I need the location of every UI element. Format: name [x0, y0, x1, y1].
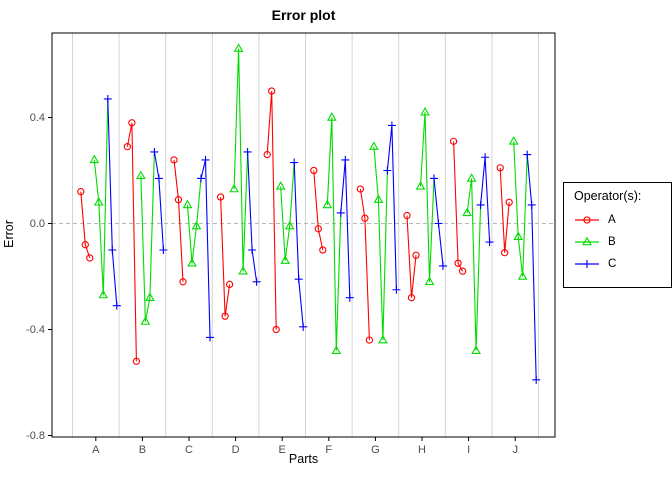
series-C-part-F-line: [340, 159, 351, 298]
y-tick-label: -0.8: [26, 430, 45, 442]
series-C-part-B-markers: [150, 147, 168, 254]
y-axis-title: Error: [2, 220, 16, 248]
x-tick-label: J: [512, 444, 518, 456]
series-C-part-A-markers: [103, 94, 121, 310]
series-B-part-F-markers: [322, 112, 342, 354]
series-C-part-J-line: [526, 154, 537, 380]
series-B-part-B-markers: [136, 170, 155, 325]
series-C-part-A-line: [107, 98, 118, 306]
series-B-part-H-markers: [415, 106, 435, 286]
series-A-part-I-line: [453, 141, 464, 272]
legend-item-operator-a: A: [574, 209, 671, 231]
legend-item-operator-c: C: [574, 253, 671, 275]
operator-a-key-icon: [575, 216, 599, 224]
series-B-part-E-line: [280, 162, 295, 261]
series-A-part-G-line: [359, 188, 370, 341]
series-B-part-A-line: [93, 98, 109, 296]
series-C-part-I-markers: [476, 153, 494, 247]
legend-item-label: A: [608, 214, 616, 226]
series-B-part-I-markers: [462, 173, 481, 354]
series-A-part-D-markers: [216, 193, 234, 320]
series-C-part-E-line: [293, 162, 304, 327]
series-A-part-E-markers: [263, 87, 280, 334]
series-B-part-G-line: [373, 146, 388, 341]
legend-item-operator-b: B: [574, 231, 671, 253]
series-C-part-D-markers: [243, 147, 261, 286]
y-tick-label: 0.0: [30, 218, 45, 230]
series-B-part-B-line: [140, 151, 155, 322]
series-C-part-C-markers: [197, 155, 214, 342]
series-A-part-H-line: [406, 215, 417, 298]
series-A-part-I-markers: [449, 137, 467, 275]
series-C-part-C-line: [200, 159, 211, 338]
y-tick-label: -0.4: [26, 324, 45, 336]
x-tick-label: D: [232, 444, 240, 456]
operator-b-key-icon: [575, 236, 599, 246]
legend-title: Operator(s):: [574, 189, 642, 203]
x-tick-label: G: [371, 444, 380, 456]
series-B-part-C-line: [186, 178, 202, 264]
legend-item-label: B: [608, 236, 616, 248]
series-B-part-F-line: [326, 117, 342, 351]
x-tick-label: H: [418, 444, 426, 456]
series-C-part-D-line: [247, 151, 258, 282]
series-A-part-B-markers: [123, 119, 141, 365]
series-A-part-F-markers: [310, 166, 327, 254]
series-A-part-H-markers: [403, 211, 420, 302]
series-A-part-A-line: [80, 191, 91, 259]
legend: Operator(s): A B C: [563, 182, 672, 288]
series-C-part-J-markers: [523, 150, 541, 384]
series-C-part-F-markers: [336, 155, 354, 302]
series-A-part-E-line: [266, 90, 277, 330]
series-B-part-E-markers: [275, 181, 295, 264]
operator-c-key-icon: [575, 260, 599, 268]
series-C-part-G-markers: [383, 121, 401, 294]
series-B-part-J-markers: [508, 136, 528, 280]
series-C-part-B-line: [153, 151, 164, 251]
series-A-part-B-line: [126, 122, 137, 362]
series-C-part-H-markers: [430, 174, 447, 270]
series-B-part-A-markers: [89, 154, 109, 299]
x-tick-label: E: [279, 444, 286, 456]
series-B-part-C-markers: [182, 199, 202, 267]
x-tick-label: F: [325, 444, 332, 456]
x-tick-label: C: [185, 444, 193, 456]
x-tick-label: B: [139, 444, 146, 456]
chart-title: Error plot: [271, 7, 336, 23]
series-B-part-H-line: [419, 112, 435, 282]
series-A-part-G-markers: [356, 185, 374, 344]
series-C-part-G-line: [386, 125, 397, 290]
series-B-part-D-markers: [229, 43, 248, 275]
series-A-part-C-markers: [170, 156, 187, 286]
series-B-part-G-markers: [369, 141, 388, 344]
x-tick-label: I: [467, 444, 470, 456]
series-A-part-J-markers: [496, 164, 513, 257]
y-tick-label: 0.4: [30, 112, 45, 124]
series-B-part-D-line: [233, 48, 249, 272]
panel-border: [51, 32, 556, 438]
legend-item-label: C: [608, 258, 617, 270]
x-axis-title: Parts: [288, 452, 319, 466]
x-tick-label: A: [92, 444, 100, 456]
series-C-part-E-markers: [290, 158, 308, 331]
series-A-part-A-markers: [77, 188, 94, 262]
series-C-part-I-line: [480, 157, 491, 243]
series-B-part-I-line: [466, 178, 482, 351]
series-B-part-J-line: [513, 141, 528, 277]
series-A-part-J-line: [499, 167, 510, 253]
series-A-part-F-line: [313, 170, 324, 251]
series-A-part-C-line: [173, 159, 184, 282]
series-A-part-D-line: [220, 196, 231, 317]
